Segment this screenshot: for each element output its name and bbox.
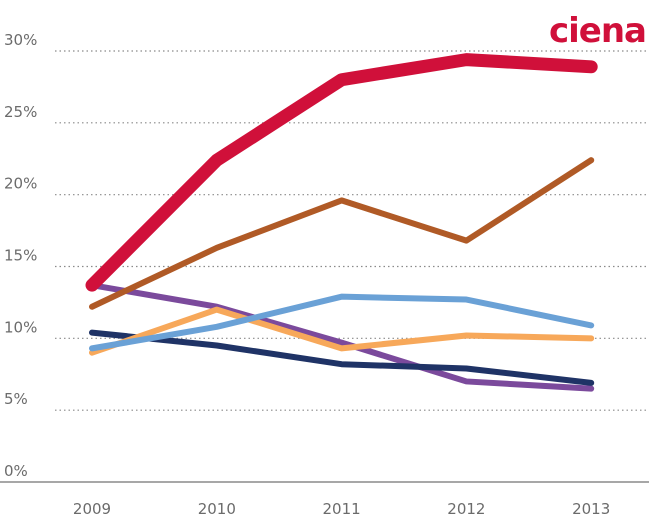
y-tick-label: 15% [4,247,37,265]
x-tick-label: 2012 [447,500,485,518]
series-line [89,157,595,310]
series-line [89,306,595,356]
y-tick-label: 0% [4,462,28,480]
y-tick-label: 20% [4,175,37,193]
series-line [89,329,595,386]
series-line [89,293,595,352]
series-line [89,282,595,392]
series-line [85,53,598,292]
x-tick-label: 2009 [73,500,111,518]
x-tick-label: 2011 [323,500,361,518]
logo: ciena [549,11,646,51]
x-tick-label: 2013 [572,500,610,518]
x-tick-label: 2010 [198,500,236,518]
y-tick-label: 5% [4,390,28,408]
y-tick-label: 10% [4,318,37,336]
y-tick-label: 25% [4,103,37,121]
y-tick-label: 30% [4,31,37,49]
